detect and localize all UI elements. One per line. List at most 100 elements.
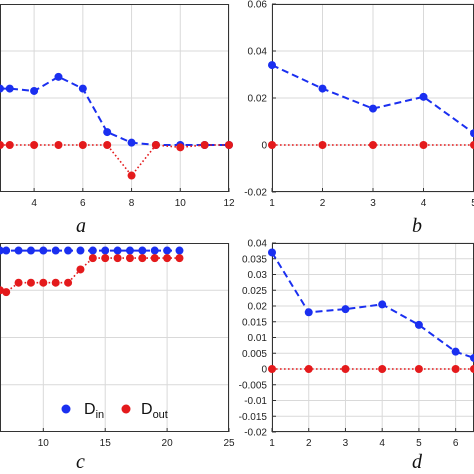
data-point-in bbox=[64, 246, 73, 255]
data-point-out bbox=[419, 141, 428, 149]
data-point-in bbox=[451, 347, 460, 356]
data-point-out bbox=[64, 278, 73, 287]
data-point-in bbox=[304, 308, 313, 317]
data-point-in bbox=[369, 104, 377, 113]
data-point-in bbox=[5, 84, 14, 93]
data-point-out bbox=[30, 141, 39, 149]
y-tick-label: 0.04 bbox=[248, 47, 268, 58]
y-tick-label: -0.02 bbox=[244, 428, 267, 439]
panel-a-chart: 4 6 8 10 12 bbox=[0, 4, 235, 209]
data-point-in bbox=[318, 84, 327, 93]
data-point-in bbox=[39, 246, 48, 255]
data-point-in bbox=[101, 246, 110, 255]
data-point-in bbox=[78, 84, 87, 93]
data-point-in bbox=[2, 246, 11, 255]
data-point-in bbox=[0, 84, 4, 93]
x-tick-label: 10 bbox=[38, 438, 50, 449]
data-point-out bbox=[39, 278, 48, 287]
y-tick-label: 0.005 bbox=[242, 349, 267, 360]
x-tick-label: 20 bbox=[162, 438, 174, 449]
data-point-out bbox=[470, 141, 474, 149]
x-tick-label: 2 bbox=[320, 198, 326, 209]
data-point-in bbox=[378, 300, 387, 309]
data-point-out bbox=[176, 143, 185, 152]
x-tick-label: 3 bbox=[370, 198, 376, 209]
panel-b-chart: 1 2 3 4 5 0.06 0.04 0.02 0 -0.02 bbox=[244, 0, 474, 209]
y-tick-label: 0 bbox=[261, 141, 267, 152]
data-point-in bbox=[14, 246, 23, 255]
legend: Din Dout bbox=[61, 401, 168, 421]
legend-marker-d-out bbox=[121, 404, 131, 414]
data-point-out bbox=[200, 141, 209, 149]
panel-c-label: c bbox=[76, 451, 85, 473]
y-tick-label: 0 bbox=[261, 365, 267, 376]
data-point-in bbox=[138, 246, 147, 255]
x-tick-label: 12 bbox=[223, 198, 235, 209]
data-point-in bbox=[54, 72, 63, 81]
data-point-in bbox=[125, 246, 134, 255]
data-point-out bbox=[151, 141, 160, 149]
data-point-out bbox=[88, 254, 97, 263]
data-point-out bbox=[304, 365, 313, 373]
data-point-in bbox=[30, 86, 39, 95]
data-point-in bbox=[341, 305, 350, 314]
data-point-in bbox=[175, 246, 184, 255]
data-point-out bbox=[268, 141, 276, 149]
x-tick-label: 6 bbox=[453, 438, 459, 449]
data-point-out bbox=[225, 141, 233, 149]
y-tick-label: 0.01 bbox=[248, 333, 268, 344]
x-tick-label: 4 bbox=[421, 198, 427, 209]
x-tick-label: 5 bbox=[471, 198, 474, 209]
x-tick-label: 6 bbox=[80, 198, 86, 209]
data-point-in bbox=[470, 353, 474, 362]
data-point-out bbox=[14, 278, 23, 287]
series-line-in bbox=[0, 75, 229, 146]
data-point-in bbox=[268, 61, 276, 70]
x-tick-label: 3 bbox=[343, 438, 349, 449]
x-tick-label: 8 bbox=[129, 198, 135, 209]
data-point-out bbox=[414, 365, 423, 373]
data-point-out bbox=[113, 254, 122, 263]
data-point-in bbox=[26, 246, 35, 255]
data-point-in bbox=[268, 248, 276, 257]
x-tick-label: 4 bbox=[31, 198, 37, 209]
data-point-out bbox=[2, 288, 11, 297]
y-tick-label: 0.02 bbox=[248, 94, 268, 105]
y-tick-label: -0.01 bbox=[244, 396, 267, 407]
data-point-in bbox=[163, 246, 172, 255]
y-tick-label: 0.025 bbox=[242, 286, 267, 297]
x-tick-label: 2 bbox=[306, 438, 312, 449]
data-point-out bbox=[163, 254, 172, 263]
data-point-out bbox=[54, 141, 63, 149]
data-point-in bbox=[419, 92, 428, 101]
data-point-out bbox=[127, 171, 136, 180]
data-point-out bbox=[150, 254, 159, 263]
x-tick-label: 5 bbox=[416, 438, 422, 449]
data-point-out bbox=[341, 365, 350, 373]
data-point-out bbox=[0, 141, 4, 149]
data-point-out bbox=[268, 365, 276, 373]
data-point-out bbox=[5, 141, 14, 149]
data-point-out bbox=[78, 141, 87, 149]
panel-d-label: d bbox=[412, 451, 423, 473]
data-point-out bbox=[378, 365, 387, 373]
x-tick-label: 4 bbox=[379, 438, 385, 449]
legend-label-d-out: Dout bbox=[141, 401, 168, 421]
panel-a-label: a bbox=[76, 215, 86, 237]
x-tick-label: 10 bbox=[175, 198, 187, 209]
data-point-out bbox=[451, 365, 460, 373]
data-point-out bbox=[101, 254, 110, 263]
data-point-in bbox=[51, 246, 60, 255]
series-line-in bbox=[271, 251, 474, 359]
plot-frame bbox=[0, 4, 229, 192]
data-point-out bbox=[318, 141, 327, 149]
data-point-in bbox=[88, 246, 97, 255]
data-point-in bbox=[127, 138, 136, 147]
data-point-in bbox=[150, 246, 159, 255]
y-tick-label: -0.015 bbox=[239, 412, 268, 423]
data-point-out bbox=[51, 278, 60, 287]
data-point-out bbox=[125, 254, 134, 263]
data-point-in bbox=[414, 320, 423, 329]
y-tick-label: -0.005 bbox=[239, 380, 268, 391]
